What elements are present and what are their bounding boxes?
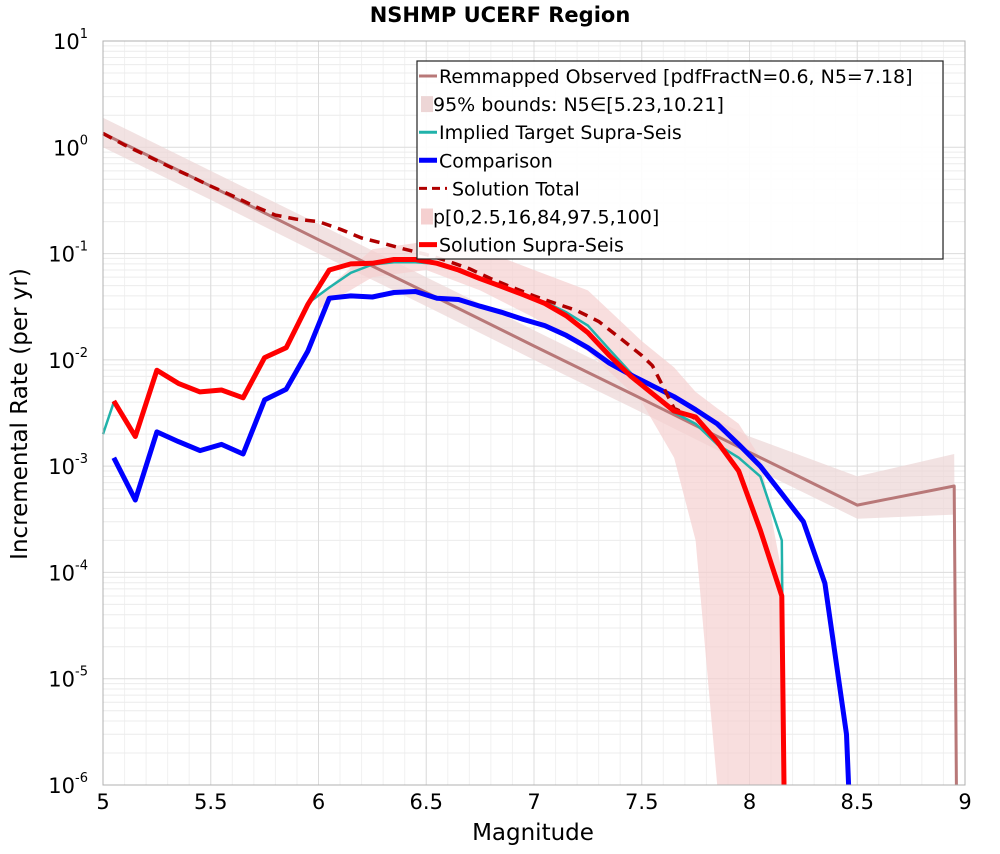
legend: Remmapped Observed [pdfFractN=0.6, N5=7.…	[416, 60, 944, 260]
y-tick-label: 10-3	[48, 452, 88, 479]
observed-95-bounds-band	[103, 117, 957, 785]
uncertainty-bands	[103, 117, 957, 785]
x-tick-label: 8.5	[841, 790, 874, 814]
plot-frame	[102, 40, 966, 786]
legend-label: p[0,2.5,16,84,97.5,100]	[433, 207, 659, 229]
chart-title: NSHMP UCERF Region	[370, 3, 631, 27]
y-tick-label: 10-4	[48, 558, 88, 585]
y-tick-label: 10-6	[48, 771, 88, 798]
legend-label: Solution Supra-Seis	[439, 235, 624, 257]
x-axis-ticks: 5 5.5 6 6.5 7 7.5 8 8.5 9	[96, 790, 971, 814]
x-tick-label: 9	[958, 790, 971, 814]
legend-label: Solution Total	[452, 178, 580, 200]
comparison-line	[111, 289, 852, 786]
y-tick-label: 101	[53, 27, 88, 54]
x-axis-label: Magnitude	[472, 820, 594, 846]
y-axis-ticks: 101 100 10-1 10-2 10-3 10-4 10-5 10-6	[48, 27, 88, 798]
legend-label: Comparison	[439, 150, 553, 172]
x-tick-label: 6.5	[410, 790, 443, 814]
legend-label: Implied Target Supra-Seis	[439, 122, 682, 144]
solution-percentile-band	[318, 241, 782, 785]
implied-target-line	[101, 260, 786, 786]
x-tick-label: 8	[743, 790, 756, 814]
solution-supra-seis-line	[111, 257, 787, 786]
remapped-observed-line	[102, 132, 958, 786]
y-tick-label: 10-1	[48, 240, 88, 267]
solution-total-line	[102, 131, 697, 421]
legend-swatch	[421, 208, 433, 225]
legend-label: Remmapped Observed [pdfFractN=0.6, N5=7.…	[439, 66, 913, 88]
x-tick-label: 5.5	[194, 790, 227, 814]
x-tick-label: 7.5	[625, 790, 658, 814]
x-tick-label: 6	[312, 790, 325, 814]
x-tick-label: 7	[527, 790, 540, 814]
series-lines	[101, 131, 958, 786]
y-tick-label: 100	[53, 133, 88, 160]
legend-box	[416, 60, 944, 260]
x-tick-label: 5	[96, 790, 109, 814]
y-axis-label: Incremental Rate (per yr)	[7, 268, 33, 560]
legend-label: 95% bounds: N5∈[5.23,10.21]	[433, 94, 724, 116]
y-tick-label: 10-2	[48, 346, 88, 373]
legend-swatch	[421, 96, 433, 113]
y-tick-label: 10-5	[48, 665, 88, 692]
